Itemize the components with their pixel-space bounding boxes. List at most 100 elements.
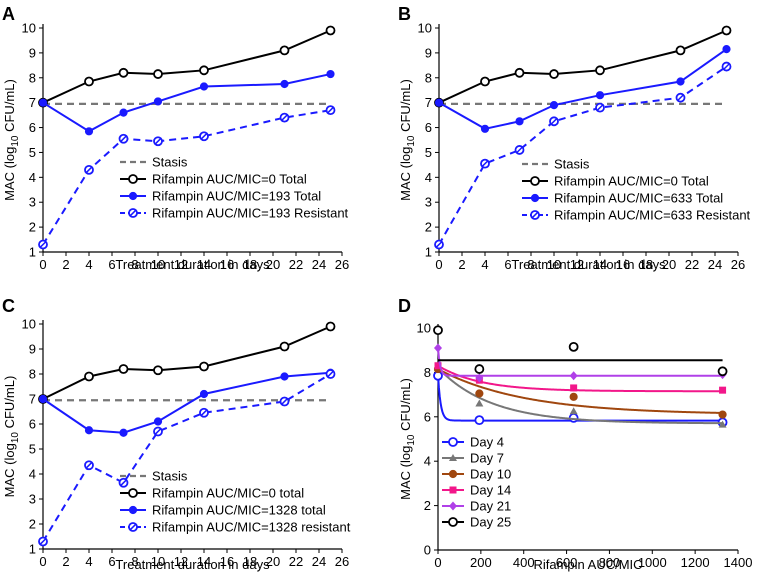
legend-label: Rifampin AUC/MIC=0 Total	[152, 172, 307, 187]
legend-marker	[128, 522, 138, 532]
y-tick-label: 3	[29, 492, 36, 507]
data-point	[549, 69, 559, 79]
series-3	[434, 61, 732, 250]
y-tick-label: 4	[425, 170, 432, 185]
data-point	[569, 407, 578, 415]
x-tick-label: 24	[312, 257, 326, 272]
y-tick-label: 8	[29, 70, 36, 85]
data-point	[153, 69, 163, 79]
x-tick-label: 12	[174, 257, 188, 272]
x-tick-label: 18	[243, 554, 257, 569]
data-point	[718, 420, 727, 428]
data-point	[84, 127, 94, 136]
x-tick-label: 16	[220, 554, 234, 569]
y-tick-label: 5	[29, 442, 36, 457]
legend-marker	[128, 208, 138, 218]
data-point	[280, 372, 289, 381]
data-point	[721, 61, 732, 72]
data-point-slash	[516, 146, 523, 154]
legend-marker	[449, 501, 457, 511]
data-point	[676, 77, 685, 86]
data-point-slash	[154, 428, 162, 435]
data-point	[38, 98, 48, 107]
x-tick-label: 600	[556, 555, 578, 570]
y-tick-label: 1	[425, 245, 432, 260]
data-point	[118, 364, 129, 374]
x-tick-label: 1200	[681, 555, 710, 570]
data-point	[480, 158, 490, 169]
data-point-slash	[281, 114, 288, 121]
data-point	[475, 389, 484, 398]
data-point-slash	[677, 94, 684, 102]
x-tick-label: 0	[435, 257, 442, 272]
y-axis-title-subscript: 10	[406, 135, 417, 147]
y-tick-label: 7	[29, 95, 36, 110]
x-tick-label: 20	[662, 257, 676, 272]
data-point-slash	[723, 63, 730, 70]
y-axis-title: MAC (log10 CFU/mL)	[398, 378, 417, 500]
x-tick-label: 200	[470, 555, 492, 570]
y-tick-label: 3	[29, 195, 36, 210]
x-tick-label: 10	[151, 257, 165, 272]
series-1	[38, 25, 336, 108]
series-2	[433, 364, 727, 419]
data-point	[475, 399, 484, 407]
legend-marker-slash	[129, 209, 137, 217]
y-axis-title-main: MAC (log	[398, 147, 413, 201]
x-tick-label: 16	[616, 257, 630, 272]
x-tick-label: 20	[266, 257, 280, 272]
y-tick-label: 2	[29, 517, 36, 532]
x-tick-label: 20	[266, 554, 280, 569]
data-point	[199, 361, 209, 372]
data-point	[38, 536, 48, 547]
legend-label: Day 14	[470, 483, 511, 498]
x-tick-label: 12	[570, 257, 584, 272]
x-tick-label: 22	[289, 257, 303, 272]
fit-curve	[437, 374, 723, 422]
legend-marker	[128, 505, 138, 515]
x-axis-title: Treatment duration in days	[115, 557, 270, 572]
legend-marker	[530, 176, 540, 186]
y-tick-label: 10	[418, 21, 432, 36]
data-point-slash	[435, 241, 443, 248]
legend-label: Day 7	[470, 451, 504, 466]
y-tick-label: 8	[425, 70, 432, 85]
x-tick-label: 22	[289, 554, 303, 569]
data-point	[279, 112, 290, 123]
data-point	[279, 45, 290, 56]
legend-marker	[448, 469, 458, 479]
y-tick-label: 3	[425, 195, 432, 210]
series-line	[42, 325, 331, 400]
x-tick-label: 2	[62, 257, 69, 272]
legend: Stasis Rifampin AUC/MIC=0 total Rifampin A…	[120, 469, 351, 535]
y-tick-label: 10	[22, 21, 36, 36]
fit-curve	[437, 367, 723, 425]
series-5	[433, 325, 728, 377]
legend-label: Rifampin AUC/MIC=633 Resistant	[554, 208, 751, 223]
data-point	[153, 426, 163, 437]
y-tick-label: 9	[29, 342, 36, 357]
x-tick-label: 24	[312, 554, 326, 569]
data-point	[280, 79, 289, 89]
x-tick-label: 0	[39, 554, 46, 569]
y-axis-title-tail: CFU/mL)	[2, 376, 17, 432]
data-point-slash	[281, 398, 288, 405]
x-tick-label: 10	[547, 257, 561, 272]
data-point-slash	[200, 409, 208, 417]
x-tick-label: 1000	[638, 555, 667, 570]
y-tick-label: 2	[425, 220, 432, 235]
legend: Stasis Rifampin AUC/MIC=0 Total Rifampin A…	[522, 157, 751, 223]
data-point	[153, 365, 163, 376]
data-point	[199, 82, 209, 91]
legend-marker	[449, 486, 457, 494]
panel-letter: A	[2, 4, 15, 24]
data-point	[84, 164, 94, 175]
x-tick-label: 2	[458, 257, 465, 272]
data-point	[279, 396, 290, 407]
panel-letter: D	[398, 296, 411, 316]
legend-label: Stasis	[152, 469, 188, 484]
x-axis-title: Treatment duration in days	[115, 257, 270, 272]
